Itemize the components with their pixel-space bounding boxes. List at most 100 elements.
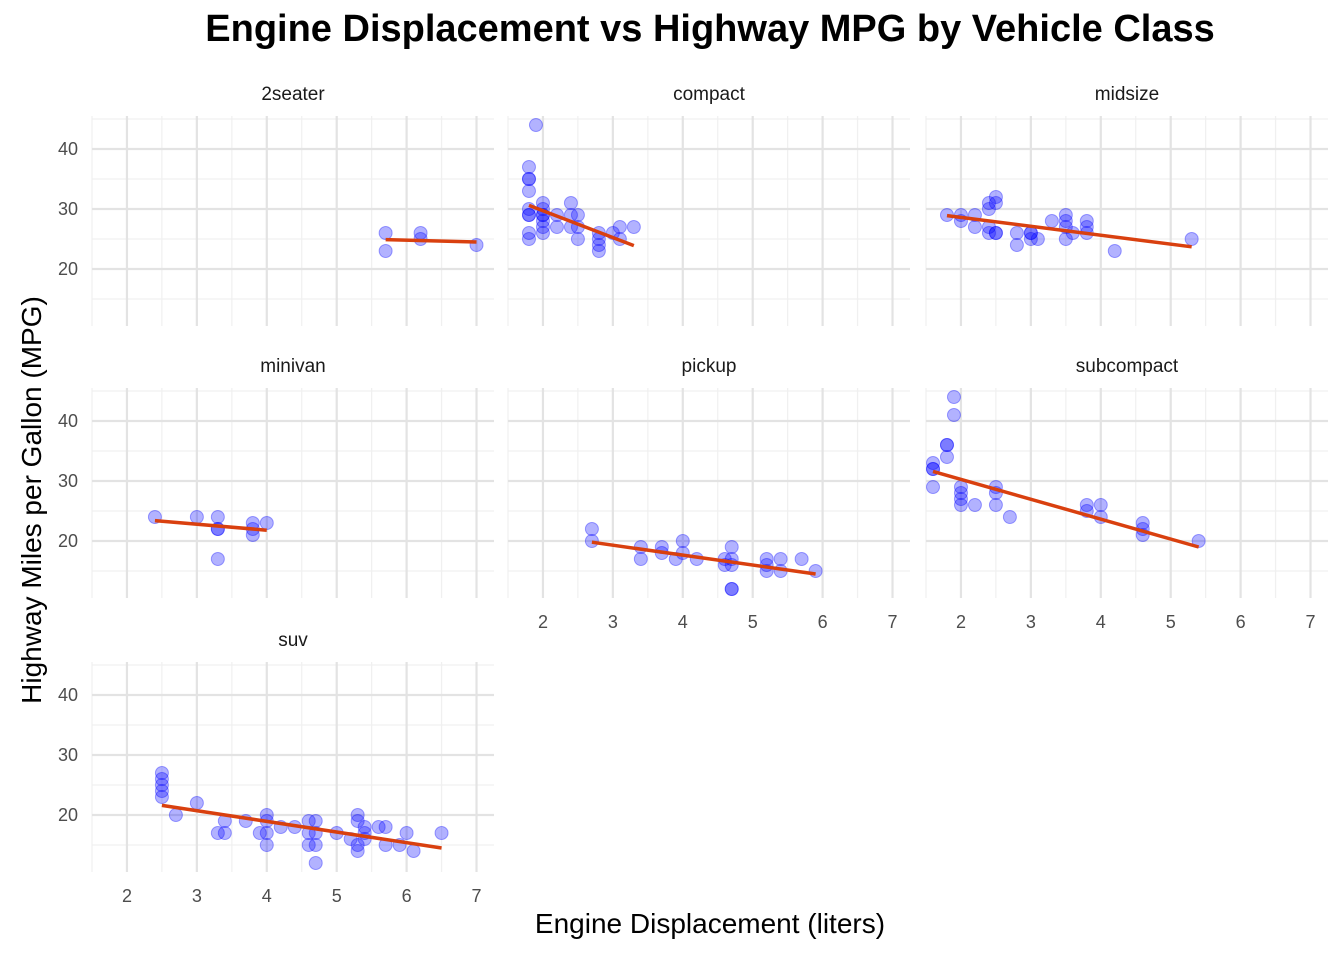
data-point	[521, 226, 536, 240]
data-point	[528, 118, 543, 132]
data-point	[724, 582, 739, 596]
y-tick-label: 30	[58, 471, 78, 491]
facet-2seater: 2seater 20 30 40	[58, 84, 494, 326]
facet-label: 2seater	[261, 84, 325, 105]
x-tick-label: 2	[538, 612, 548, 632]
data-point	[925, 456, 940, 470]
data-point	[350, 808, 365, 822]
trend-line	[385, 237, 477, 244]
x-tick-label: 5	[748, 612, 758, 632]
y-tick-label: 30	[58, 745, 78, 765]
x-tick-label: 2	[956, 612, 966, 632]
data-point	[521, 172, 536, 186]
data-point	[967, 498, 982, 512]
data-point	[724, 540, 739, 554]
data-point	[808, 564, 823, 578]
data-point	[946, 408, 961, 422]
data-point	[154, 784, 169, 798]
data-point	[724, 582, 739, 596]
data-point	[259, 838, 274, 852]
x-tick-label: 4	[262, 886, 272, 906]
data-point	[168, 808, 183, 822]
data-point	[1009, 238, 1024, 252]
facet-pickup: pickup 2 3 4 5 6 7	[507, 356, 910, 632]
data-point	[925, 480, 940, 494]
data-point	[1079, 214, 1094, 228]
data-point	[378, 226, 393, 240]
data-point	[1093, 498, 1108, 512]
data-point	[1009, 226, 1024, 240]
data-point	[549, 220, 564, 234]
facet-minivan: minivan 20 30 40	[58, 356, 494, 598]
chart-title: Engine Displacement vs Highway MPG by Ve…	[205, 8, 1215, 50]
data-point	[308, 856, 323, 870]
y-tick-label: 40	[58, 685, 78, 705]
data-point	[371, 820, 386, 834]
data-point	[988, 226, 1003, 240]
data-point	[350, 838, 365, 852]
data-point	[953, 498, 968, 512]
x-tick-label: 5	[332, 886, 342, 906]
data-point	[633, 552, 648, 566]
data-point	[521, 208, 536, 222]
data-point	[675, 534, 690, 548]
trend-line	[528, 203, 635, 248]
y-tick-label: 40	[58, 411, 78, 431]
x-tick-label: 7	[888, 612, 898, 632]
data-point	[939, 450, 954, 464]
data-point	[584, 534, 599, 548]
data-point	[626, 220, 641, 234]
data-point	[1191, 534, 1206, 548]
data-point	[189, 510, 204, 524]
facet-label: pickup	[682, 356, 737, 377]
data-point	[189, 796, 204, 810]
facet-label: compact	[673, 84, 746, 105]
y-tick-label: 40	[58, 139, 78, 159]
data-point	[1107, 244, 1122, 258]
data-point	[259, 516, 274, 530]
data-point	[217, 826, 232, 840]
data-point	[521, 232, 536, 246]
data-point	[350, 844, 365, 858]
y-tick-label: 30	[58, 199, 78, 219]
facet-midsize: midsize	[925, 84, 1328, 326]
x-tick-label: 4	[678, 612, 688, 632]
data-point	[1079, 498, 1094, 512]
data-point	[154, 766, 169, 780]
data-point	[378, 820, 393, 834]
x-axis-label: Engine Displacement (liters)	[534, 908, 886, 939]
data-point	[612, 220, 627, 234]
x-tick-label: 6	[818, 612, 828, 632]
data-point	[399, 826, 414, 840]
data-point	[535, 220, 550, 234]
data-point	[953, 486, 968, 500]
data-point	[154, 772, 169, 786]
data-point	[563, 196, 578, 210]
data-point	[1023, 232, 1038, 246]
data-point	[988, 498, 1003, 512]
facet-label: suv	[278, 630, 308, 651]
y-tick-label: 20	[58, 259, 78, 279]
x-tick-label: 2	[122, 886, 132, 906]
data-point	[521, 208, 536, 222]
data-point	[981, 196, 996, 210]
data-point	[535, 214, 550, 228]
data-point	[953, 492, 968, 506]
data-point	[406, 844, 421, 858]
data-point	[1184, 232, 1199, 246]
x-tick-label: 3	[608, 612, 618, 632]
data-point	[988, 190, 1003, 204]
data-point	[1030, 232, 1045, 246]
data-point	[584, 522, 599, 536]
facet-compact: compact	[507, 84, 910, 326]
data-point	[946, 390, 961, 404]
data-point	[1044, 214, 1059, 228]
data-point	[591, 238, 606, 252]
data-point	[378, 244, 393, 258]
trend-line	[161, 803, 442, 850]
data-point	[308, 838, 323, 852]
facet-label: midsize	[1095, 84, 1159, 105]
data-point	[967, 220, 982, 234]
data-point	[1058, 214, 1073, 228]
x-tick-label: 3	[1026, 612, 1036, 632]
